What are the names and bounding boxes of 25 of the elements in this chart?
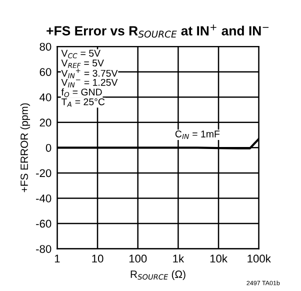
y-tick-label: -60 <box>36 220 52 228</box>
y-tick-label: 60 <box>40 68 52 76</box>
annotation: V$_{IN}$$^{+}$ = 3.75V <box>61 68 118 78</box>
chart-title: +FS Error vs R$_{SOURCE}$ at IN$^{+}$ and IN$^{−}$ <box>46 24 269 38</box>
x-tick-label: 10k <box>210 254 228 263</box>
annotation: T$_{A}$ = 25°C <box>61 98 105 107</box>
y-axis-title: +FS ERROR (ppm) <box>20 103 30 192</box>
x-axis-title: R$_{SOURCE}$ (Ω) <box>130 270 186 280</box>
annotation: V$_{IN}$$^{−}$ = 1.25V <box>61 78 118 88</box>
y-tick-label: -20 <box>36 169 52 178</box>
x-tick-label: 1k <box>173 254 184 262</box>
y-tick-label: -40 <box>36 194 52 202</box>
y-tick-label: 40 <box>40 93 52 102</box>
x-tick-label: 1 <box>54 254 60 262</box>
annotation: V$_{CC}$ = 5V <box>61 50 100 58</box>
y-tick-label: -80 <box>36 245 52 253</box>
x-tick-label: 100k <box>248 254 271 263</box>
annotation: C$_{IN}$ = 1mF <box>175 130 220 139</box>
annotation: f$_{O}$ = GND <box>61 88 102 98</box>
y-tick-label: 0 <box>46 144 52 152</box>
y-tick-label: 80 <box>40 42 52 51</box>
y-tick-label: 20 <box>40 118 52 127</box>
x-tick-label: 10 <box>92 254 104 263</box>
annotation: V$_{REF}$ = 5V <box>61 60 104 68</box>
x-tick-label: 100 <box>129 254 147 263</box>
